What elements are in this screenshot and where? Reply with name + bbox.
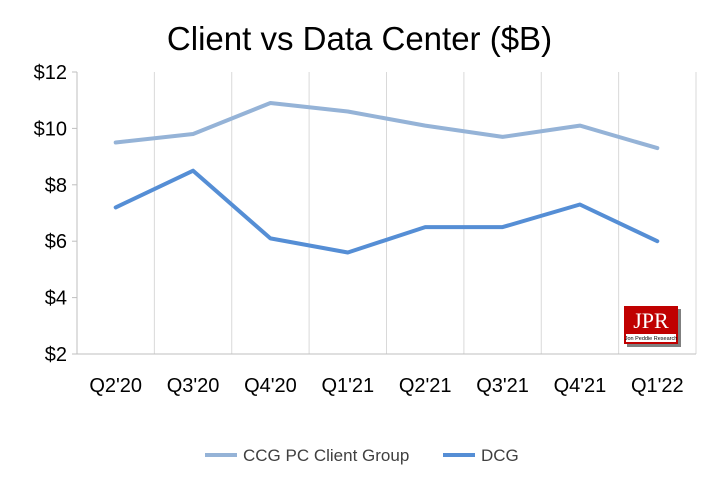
x-tick-label: Q3'20 <box>167 375 220 397</box>
x-tick-label: Q4'21 <box>554 375 607 397</box>
jpr-logo: JPR Jon Peddie Research <box>624 306 681 347</box>
legend: CCG PC Client Group DCG <box>205 446 519 465</box>
y-tick-label: $6 <box>45 231 67 253</box>
x-tick-label: Q2'20 <box>89 375 142 397</box>
legend-label: CCG PC Client Group <box>243 446 409 465</box>
logo-text: JPR <box>633 308 669 333</box>
logo-subtitle: Jon Peddie Research <box>625 336 678 342</box>
y-tick-label: $10 <box>34 118 67 140</box>
logo-subtitle-band <box>626 334 676 342</box>
x-tick-label: Q1'21 <box>321 375 374 397</box>
chart-title: Client vs Data Center ($B) <box>167 20 552 57</box>
series-line-dcg <box>113 168 660 255</box>
y-axis-tick-labels: $2 $4 $6 $8 $10 $12 <box>34 62 67 366</box>
y-tick-label: $12 <box>34 62 67 84</box>
series-line-ccg <box>113 101 660 151</box>
x-tick-label: Q2'21 <box>399 375 452 397</box>
x-tick-label: Q3'21 <box>476 375 529 397</box>
grid-lines <box>153 72 697 354</box>
x-tick-label: Q4'20 <box>244 375 297 397</box>
y-tick-label: $4 <box>45 288 67 310</box>
x-tick-label: Q1'22 <box>631 375 684 397</box>
axes <box>72 71 696 355</box>
y-tick-label: $2 <box>45 344 67 366</box>
legend-label: DCG <box>481 446 519 465</box>
series-lines <box>113 101 660 255</box>
x-axis-tick-labels: Q2'20 Q3'20 Q4'20 Q1'21 Q2'21 Q3'21 Q4'21 Q1'22 <box>89 375 683 397</box>
y-tick-label: $8 <box>45 175 67 197</box>
